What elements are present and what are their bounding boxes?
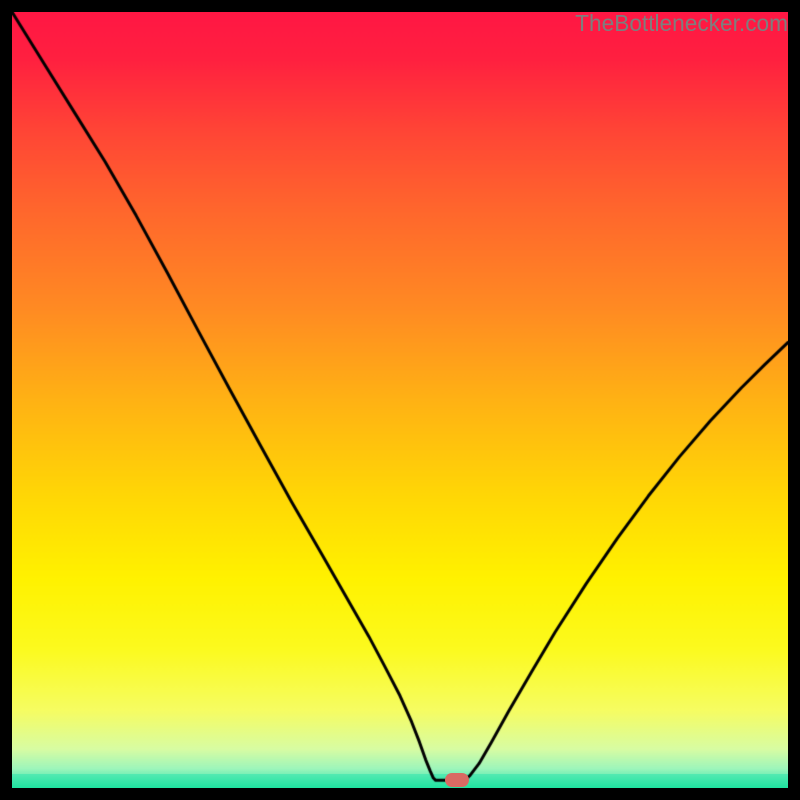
bottleneck-curve [12,12,788,788]
figure-root: TheBottlenecker.com [0,0,800,800]
optimum-marker [445,773,469,787]
plot-area [12,12,788,788]
watermark-text: TheBottlenecker.com [575,10,788,37]
